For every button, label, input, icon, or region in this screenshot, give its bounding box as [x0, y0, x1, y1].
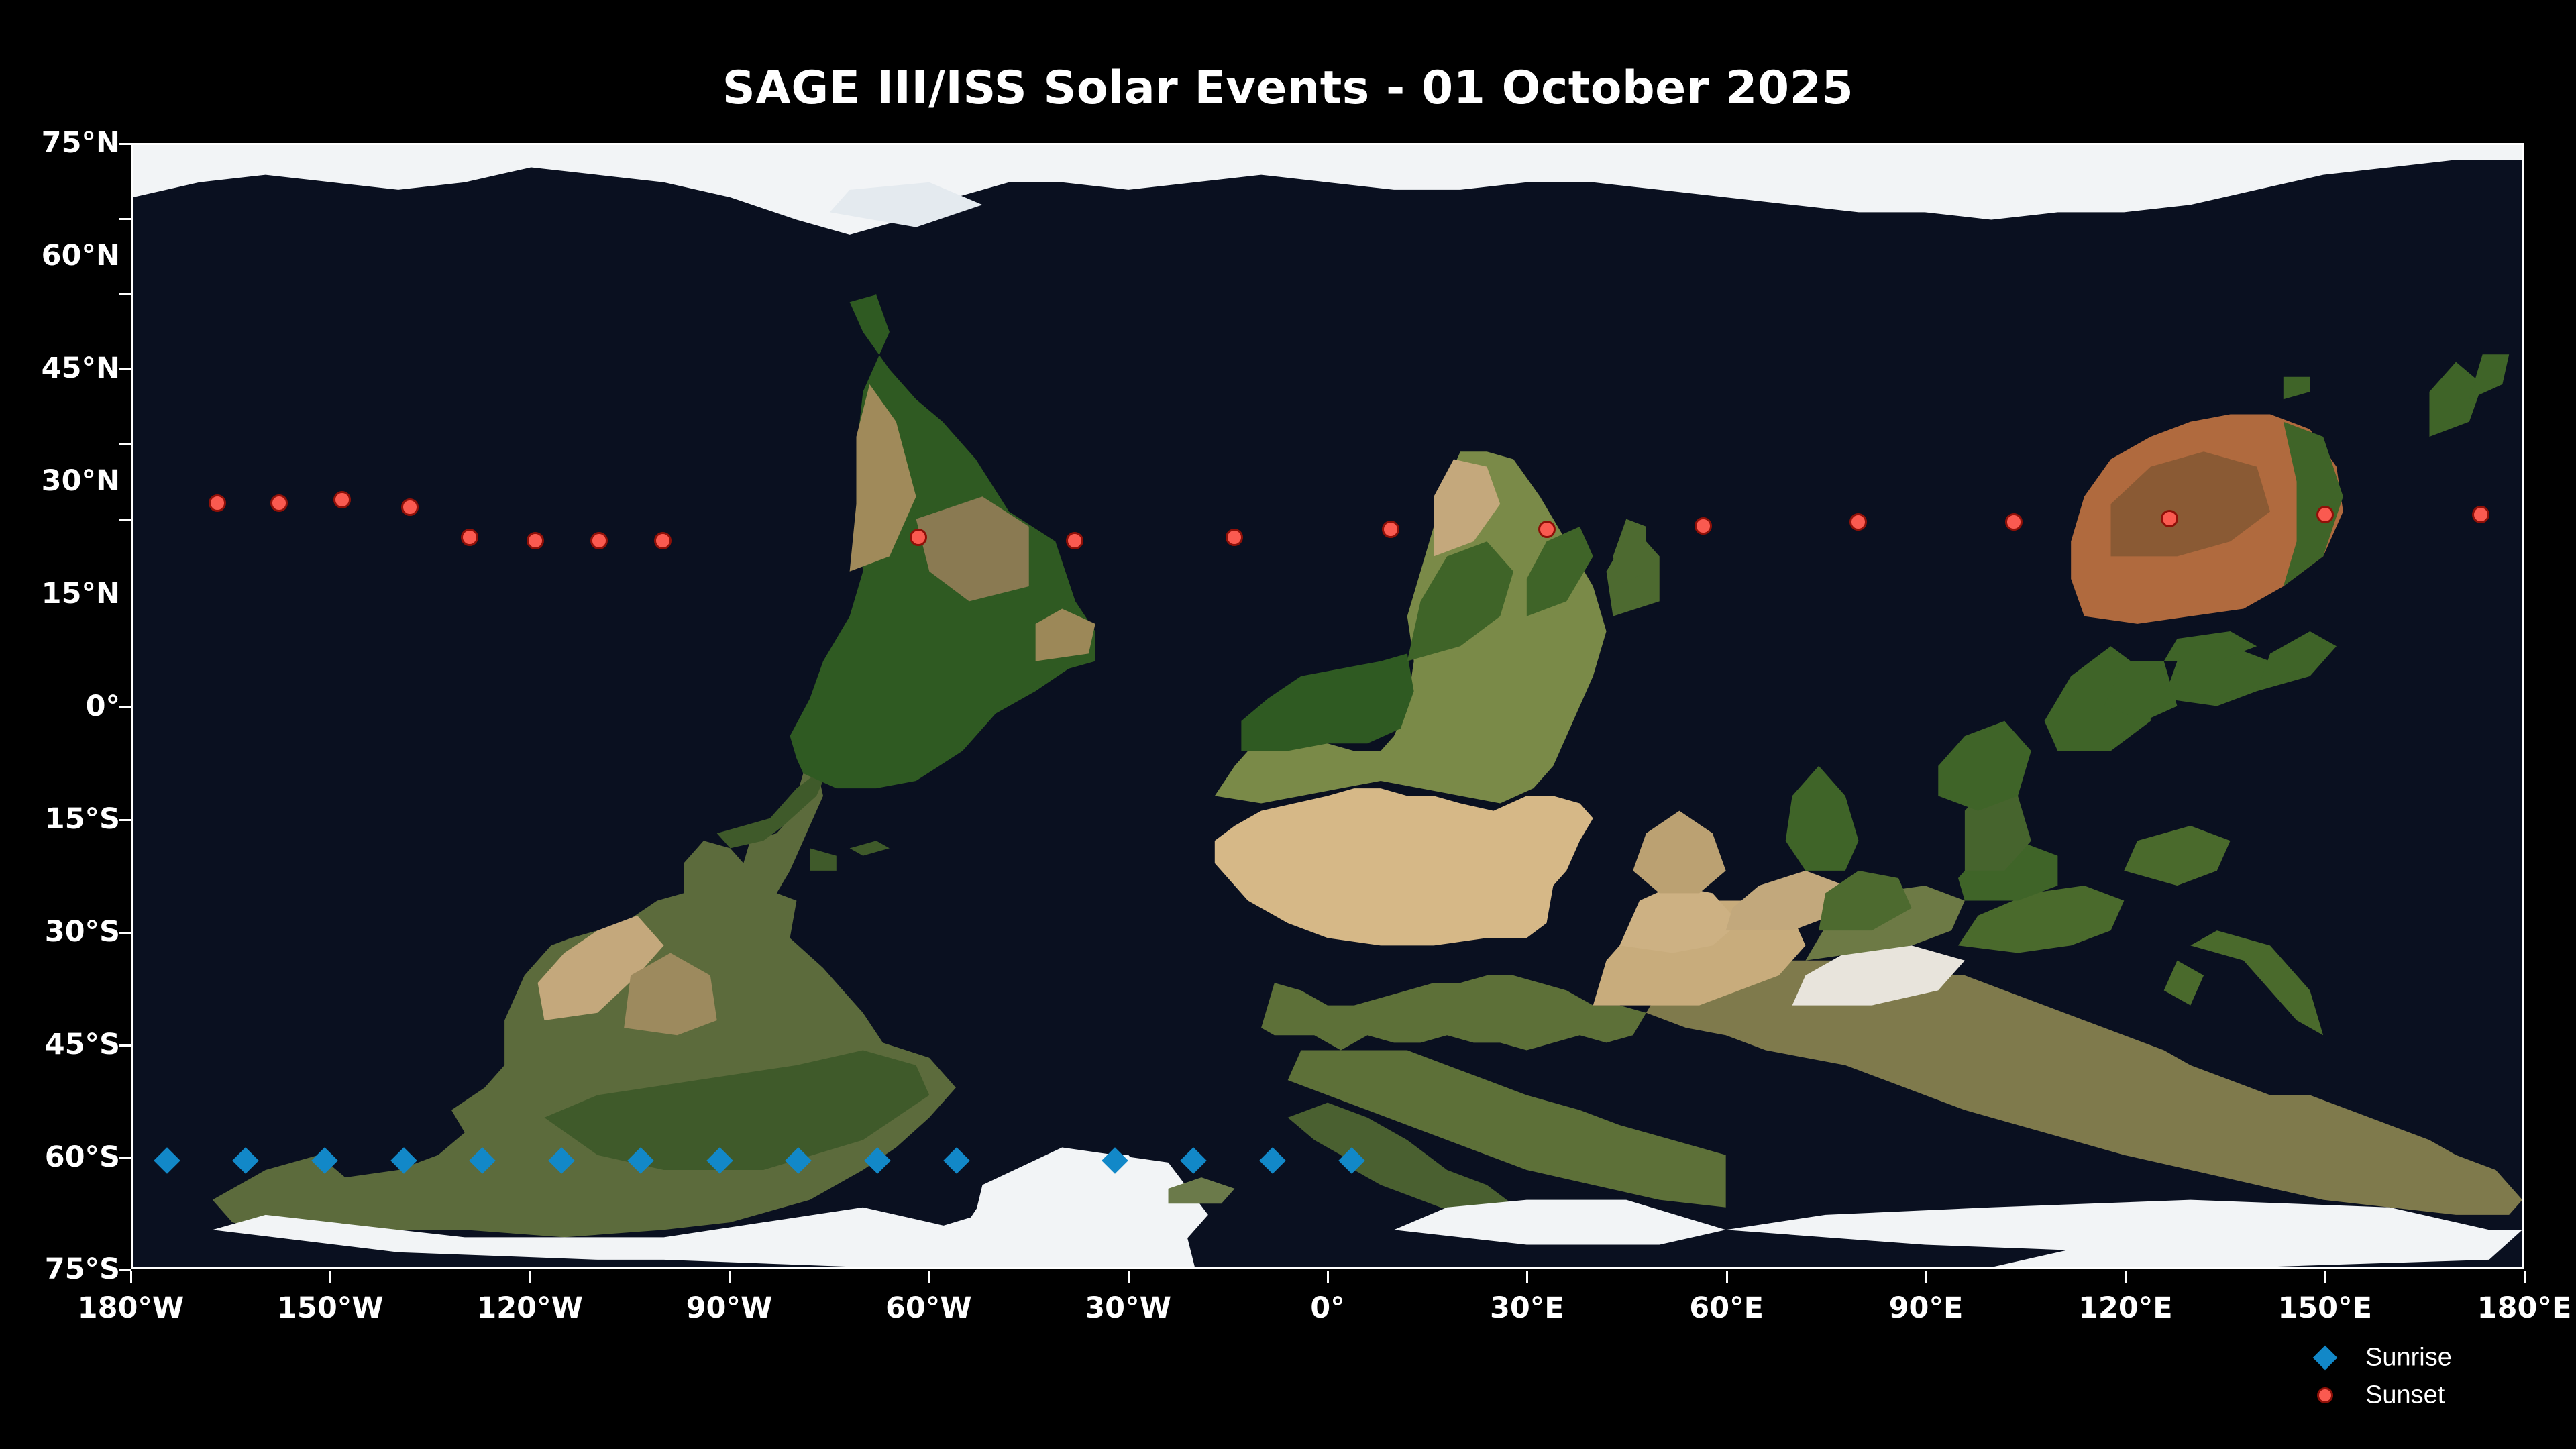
- legend-item-sunset[interactable]: Sunset: [2301, 1378, 2522, 1413]
- sunset-marker[interactable]: [2004, 513, 2023, 531]
- continent-asia: [1593, 646, 2522, 1267]
- y-tick: [119, 443, 131, 445]
- y-tick: [119, 706, 131, 708]
- y-axis-label-75S: 75°S: [44, 1252, 120, 1286]
- sunrise-diamond-icon: [2312, 1345, 2338, 1371]
- y-tick: [119, 1157, 131, 1159]
- x-axis-label-60W: 60°W: [885, 1291, 972, 1325]
- legend-label-sunrise: Sunrise: [2365, 1343, 2452, 1372]
- x-axis-label-120E: 120°E: [2078, 1291, 2173, 1325]
- y-axis-label-0: 0°: [85, 690, 120, 723]
- sunset-marker[interactable]: [910, 528, 928, 546]
- y-axis-label-75N: 75°N: [41, 126, 120, 160]
- y-axis-label-15N: 15°N: [41, 577, 120, 610]
- sunset-marker[interactable]: [1226, 528, 1244, 546]
- x-tick: [1725, 1271, 1728, 1283]
- continent-australia: [2071, 354, 2510, 692]
- legend-label-sunset: Sunset: [2365, 1381, 2445, 1409]
- x-axis-label-60E: 60°E: [1689, 1291, 1764, 1325]
- sunset-marker[interactable]: [401, 498, 419, 516]
- y-tick: [119, 1044, 131, 1046]
- y-axis-label-30N: 30°N: [41, 464, 120, 498]
- landmass-iceland: [1168, 1177, 1235, 1204]
- y-tick: [119, 1269, 131, 1271]
- y-tick: [119, 143, 131, 145]
- sunset-marker[interactable]: [526, 532, 544, 550]
- continent-europe: [1261, 975, 1726, 1245]
- continent-central-america: [716, 765, 890, 871]
- x-tick: [1327, 1271, 1329, 1283]
- sunset-marker[interactable]: [461, 528, 479, 546]
- y-tick: [119, 819, 131, 821]
- x-tick: [2524, 1271, 2526, 1283]
- x-axis-label-90W: 90°W: [686, 1291, 773, 1325]
- y-tick: [119, 368, 131, 370]
- sunset-marker[interactable]: [1382, 521, 1400, 539]
- y-axis-label-30S: 30°S: [44, 915, 120, 949]
- y-tick: [119, 519, 131, 521]
- y-axis-label-60N: 60°N: [41, 239, 120, 272]
- page-title: SAGE III/ISS Solar Events - 01 October 2…: [722, 62, 1854, 115]
- x-tick: [130, 1271, 132, 1283]
- y-axis-label-60S: 60°S: [44, 1140, 120, 1174]
- y-axis-label-45S: 45°S: [44, 1028, 120, 1061]
- y-tick: [119, 293, 131, 295]
- x-tick: [529, 1271, 531, 1283]
- y-tick: [119, 218, 131, 220]
- continent-south-america: [790, 294, 1095, 789]
- sunset-marker[interactable]: [1066, 532, 1084, 550]
- sunset-marker[interactable]: [590, 532, 608, 550]
- x-tick: [2125, 1271, 2127, 1283]
- y-axis-label-15S: 15°S: [44, 802, 120, 836]
- x-tick: [2324, 1271, 2326, 1283]
- sunset-marker[interactable]: [333, 490, 352, 508]
- x-axis-label-30E: 30°E: [1489, 1291, 1564, 1325]
- sunset-marker[interactable]: [1849, 513, 1867, 531]
- legend: Sunrise Sunset: [2301, 1340, 2522, 1421]
- x-axis-label-150E: 150°E: [2277, 1291, 2372, 1325]
- continent-africa: [1214, 451, 1660, 946]
- x-tick: [928, 1271, 930, 1283]
- x-axis-label-0: 0°: [1310, 1291, 1345, 1325]
- x-axis-label-90E: 90°E: [1888, 1291, 1964, 1325]
- sunset-marker[interactable]: [2471, 506, 2489, 524]
- sunset-marker[interactable]: [270, 494, 288, 513]
- x-tick: [729, 1271, 731, 1283]
- sunset-marker[interactable]: [1694, 517, 1712, 535]
- world-map-plot-area[interactable]: [131, 143, 2524, 1269]
- x-axis-label-150W: 150°W: [276, 1291, 384, 1325]
- x-axis-label-180E: 180°E: [2477, 1291, 2572, 1325]
- world-basemap-svg: [133, 145, 2522, 1267]
- continent-antarctica: [133, 145, 2522, 235]
- landmass-greenland: [943, 1147, 1208, 1267]
- legend-item-sunrise[interactable]: Sunrise: [2301, 1340, 2522, 1375]
- sunset-marker[interactable]: [2316, 506, 2334, 524]
- sunset-marker[interactable]: [208, 494, 226, 513]
- x-tick: [1127, 1271, 1130, 1283]
- sunset-marker[interactable]: [2160, 509, 2178, 527]
- x-axis-label-30W: 30°W: [1085, 1291, 1172, 1325]
- y-axis-label-45N: 45°N: [41, 352, 120, 385]
- sunset-marker[interactable]: [653, 532, 672, 550]
- x-axis-label-120W: 120°W: [476, 1291, 584, 1325]
- sunset-marker[interactable]: [1538, 521, 1556, 539]
- sunset-circle-icon: [2317, 1387, 2333, 1403]
- y-tick: [119, 932, 131, 934]
- x-tick: [329, 1271, 332, 1283]
- x-tick: [1925, 1271, 1927, 1283]
- x-axis-label-180W: 180°W: [77, 1291, 184, 1325]
- x-tick: [1526, 1271, 1529, 1283]
